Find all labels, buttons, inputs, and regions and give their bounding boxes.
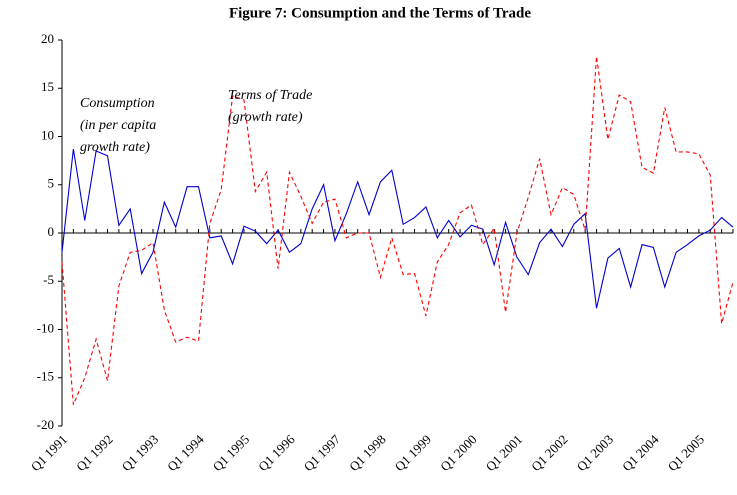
- y-tick-label: 0: [48, 224, 55, 239]
- x-tick-label: Q1 1998: [346, 432, 389, 475]
- annotation: (in per capita: [80, 118, 156, 133]
- y-tick-label: -10: [37, 320, 54, 335]
- y-tick-label: -20: [37, 417, 54, 432]
- x-tick-label: Q1 1997: [301, 431, 344, 474]
- x-tick-label: Q1 1994: [164, 431, 207, 474]
- series-line: [61, 56, 734, 405]
- x-tick-label: Q1 2000: [437, 432, 480, 475]
- x-tick-label: Q1 2003: [574, 432, 617, 475]
- x-tick-label: Q1 2004: [619, 431, 662, 474]
- annotation: growth rate): [80, 140, 150, 155]
- y-tick-label: 15: [41, 79, 54, 94]
- x-tick-label: Q1 2002: [528, 432, 571, 475]
- y-tick-label: -15: [37, 369, 54, 384]
- y-tick-label: 20: [41, 31, 54, 46]
- chart-title: Figure 7: Consumption and the Terms of T…: [229, 5, 531, 21]
- annotation: Consumption: [80, 96, 155, 111]
- x-tick-label: Q1 1995: [210, 432, 253, 475]
- y-tick-label: 5: [48, 176, 55, 191]
- x-tick-label: Q1 1996: [255, 431, 298, 474]
- x-tick-label: Q1 1993: [119, 432, 162, 475]
- series-line: [61, 148, 734, 309]
- x-tick-label: Q1 1991: [28, 432, 71, 475]
- x-tick-label: Q1 2005: [665, 432, 708, 475]
- x-tick-label: Q1 2001: [483, 432, 526, 475]
- x-tick-label: Q1 1999: [392, 432, 435, 475]
- y-tick-label: -5: [43, 272, 54, 287]
- annotation: (growth rate): [228, 110, 303, 125]
- x-tick-label: Q1 1992: [73, 432, 116, 475]
- annotation: Terms of Trade: [228, 88, 312, 103]
- y-tick-label: 10: [41, 127, 54, 142]
